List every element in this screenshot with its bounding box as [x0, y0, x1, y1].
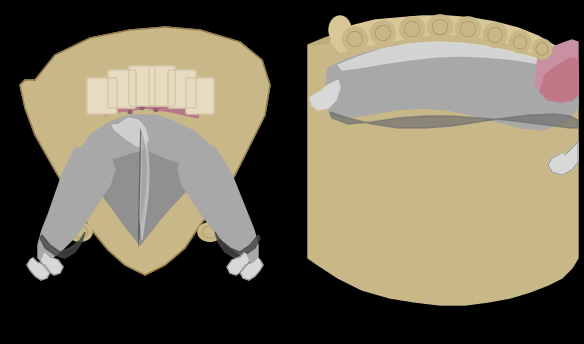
Ellipse shape: [63, 198, 89, 218]
Ellipse shape: [197, 172, 223, 192]
Polygon shape: [95, 84, 200, 118]
FancyBboxPatch shape: [87, 78, 117, 114]
Polygon shape: [548, 142, 578, 175]
Polygon shape: [40, 253, 63, 275]
Polygon shape: [215, 232, 260, 258]
Ellipse shape: [67, 172, 93, 192]
Polygon shape: [308, 22, 578, 305]
Ellipse shape: [76, 149, 100, 167]
Ellipse shape: [198, 223, 222, 241]
FancyBboxPatch shape: [149, 66, 175, 106]
Ellipse shape: [532, 39, 552, 59]
Polygon shape: [40, 232, 85, 258]
Polygon shape: [140, 130, 149, 240]
Ellipse shape: [140, 107, 144, 109]
FancyBboxPatch shape: [186, 78, 214, 114]
Polygon shape: [330, 16, 578, 78]
Polygon shape: [178, 148, 258, 262]
Polygon shape: [82, 118, 210, 245]
Ellipse shape: [509, 31, 531, 53]
FancyBboxPatch shape: [108, 70, 136, 108]
Ellipse shape: [399, 17, 425, 41]
Ellipse shape: [68, 223, 92, 241]
Polygon shape: [330, 112, 578, 128]
Ellipse shape: [456, 17, 481, 41]
Polygon shape: [27, 258, 50, 280]
Ellipse shape: [427, 15, 453, 39]
Ellipse shape: [329, 16, 351, 44]
Polygon shape: [308, 28, 395, 45]
Polygon shape: [112, 118, 148, 148]
Polygon shape: [540, 58, 578, 102]
Ellipse shape: [154, 108, 158, 111]
Ellipse shape: [128, 98, 132, 101]
FancyBboxPatch shape: [129, 66, 155, 106]
Ellipse shape: [153, 97, 157, 99]
Ellipse shape: [201, 198, 227, 218]
Polygon shape: [325, 44, 578, 130]
Ellipse shape: [128, 110, 132, 114]
FancyBboxPatch shape: [168, 70, 196, 108]
Polygon shape: [240, 258, 263, 280]
Polygon shape: [38, 148, 115, 262]
Polygon shape: [338, 42, 578, 88]
Polygon shape: [535, 40, 578, 102]
Polygon shape: [138, 128, 147, 250]
Ellipse shape: [140, 95, 144, 97]
Polygon shape: [227, 253, 250, 275]
Ellipse shape: [370, 21, 395, 45]
Ellipse shape: [484, 23, 507, 47]
Polygon shape: [310, 80, 340, 110]
Ellipse shape: [190, 149, 214, 167]
Polygon shape: [82, 115, 215, 162]
Polygon shape: [20, 27, 270, 275]
Ellipse shape: [342, 27, 367, 51]
